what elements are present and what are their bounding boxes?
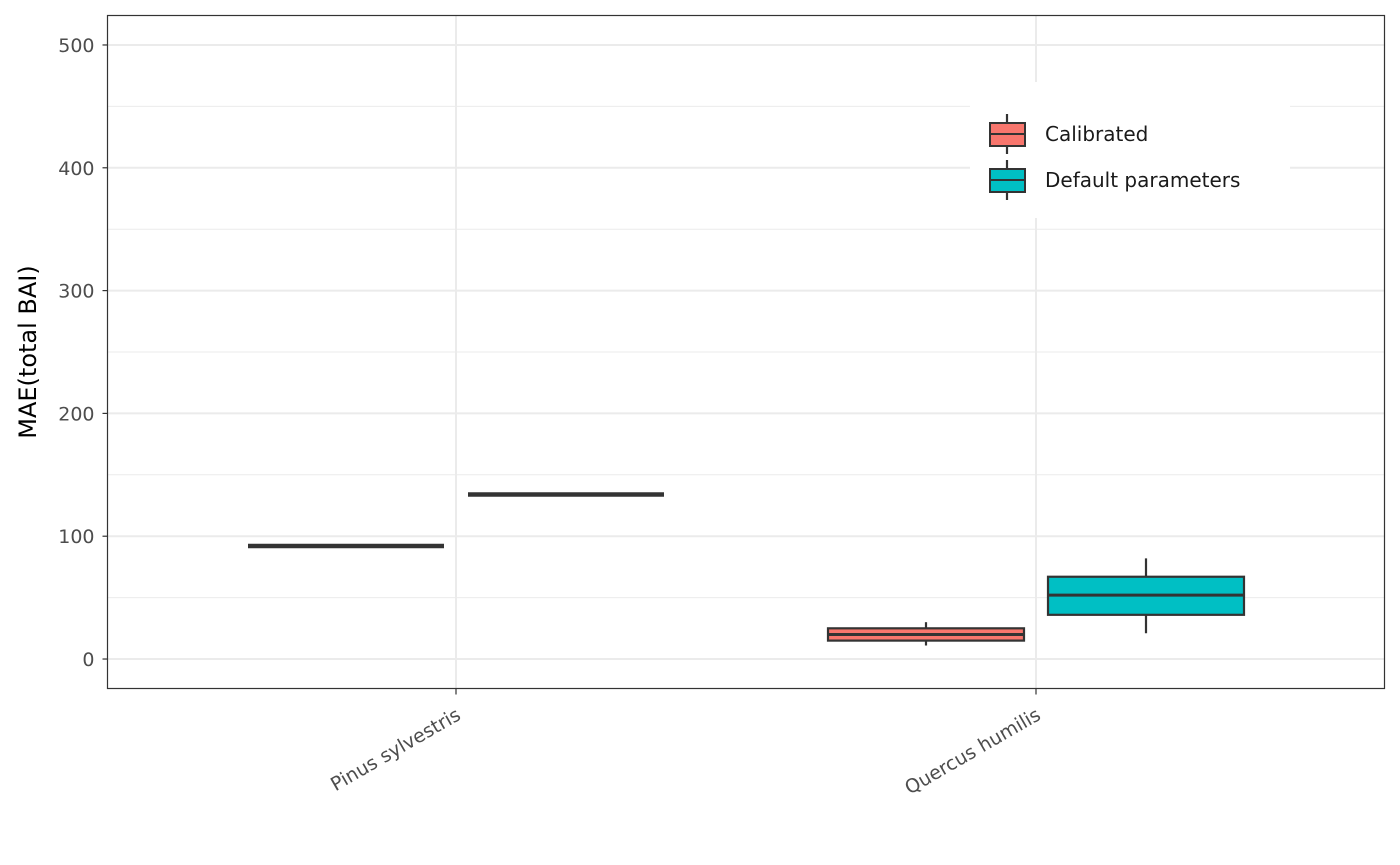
x-tick-label: Pinus sylvestris	[327, 704, 464, 796]
x-tick-label: Quercus humilis	[901, 704, 1044, 799]
y-tick-label: 300	[58, 281, 94, 303]
legend-item: Default parameters	[989, 160, 1240, 200]
box-calibrated-quercus-humilis	[826, 622, 1026, 646]
y-tick-label: 100	[58, 526, 94, 548]
y-tick-label: 200	[58, 403, 94, 425]
legend-background	[970, 82, 1290, 218]
legend-item: Calibrated	[989, 114, 1148, 154]
box-default-parameters-quercus-humilis	[1046, 558, 1246, 634]
plot-panel-border	[106, 14, 1386, 690]
boxes	[248, 492, 1246, 646]
y-tick-label: 0	[82, 649, 94, 671]
legend: Calibrated Default parameters	[970, 82, 1290, 218]
y-tick-label: 400	[58, 158, 94, 180]
y-tick-label: 500	[58, 35, 94, 57]
y-axis-title: MAE(total BAI)	[14, 265, 42, 438]
legend-label: Calibrated	[1045, 122, 1148, 146]
legend-label: Default parameters	[1045, 168, 1240, 192]
axes: 0 100 200 300 400 500 Pinus sylvestris Quercus …	[58, 35, 1044, 799]
